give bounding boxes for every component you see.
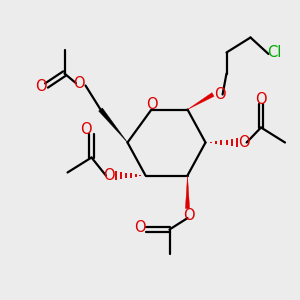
Polygon shape <box>188 93 214 110</box>
Text: O: O <box>183 208 195 223</box>
Text: O: O <box>103 168 115 183</box>
Text: O: O <box>73 76 85 92</box>
Text: O: O <box>35 80 46 94</box>
Polygon shape <box>99 108 128 142</box>
Text: O: O <box>255 92 267 106</box>
Text: O: O <box>238 135 249 150</box>
Text: Cl: Cl <box>267 45 281 60</box>
Text: O: O <box>214 87 225 102</box>
Text: O: O <box>80 122 91 136</box>
Polygon shape <box>185 176 190 208</box>
Text: O: O <box>146 97 157 112</box>
Text: O: O <box>134 220 146 236</box>
